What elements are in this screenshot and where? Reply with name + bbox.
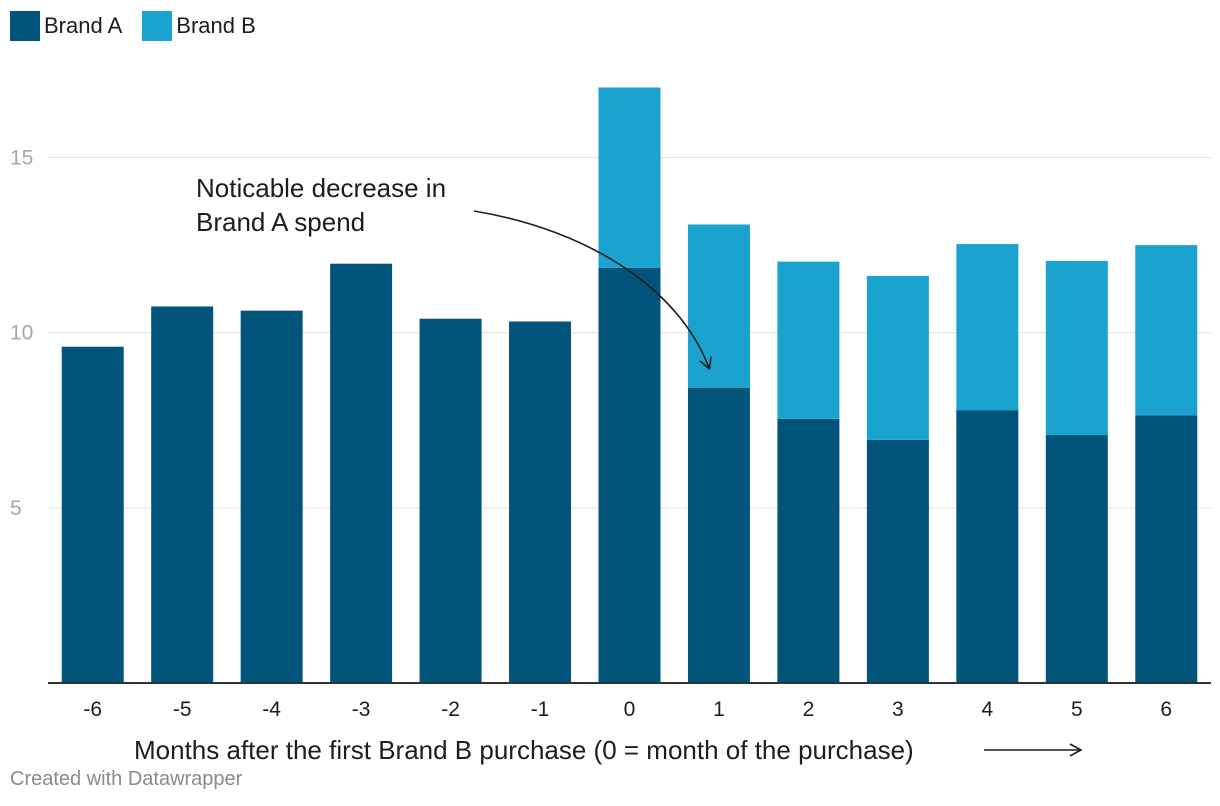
x-tick-label: 5 <box>1071 698 1083 721</box>
x-axis-label: Months after the first Brand B purchase … <box>134 735 914 765</box>
x-tick-label: 1 <box>713 698 725 721</box>
legend-swatch-brand-a <box>10 11 40 41</box>
legend-swatch-brand-b <box>142 11 173 41</box>
x-tick-label: -2 <box>441 698 460 721</box>
x-tick-label: 2 <box>803 698 815 721</box>
bar-brand-a-2 <box>777 418 840 683</box>
x-tick-label: 0 <box>624 698 636 721</box>
bar-brand-b-1 <box>687 224 750 388</box>
legend: Brand A Brand B <box>10 11 276 41</box>
x-tick-label: -5 <box>173 698 192 721</box>
x-tick-label: -4 <box>262 698 281 721</box>
x-tick-label: 4 <box>982 698 994 721</box>
bar-brand-a--5 <box>151 306 214 683</box>
bar-brand-a-0 <box>598 267 661 683</box>
x-tick-label: 6 <box>1160 698 1172 721</box>
bar-brand-b-0 <box>598 87 661 268</box>
legend-label-brand-b: Brand B <box>176 13 256 38</box>
bar-brand-a-5 <box>1045 434 1108 683</box>
bar-brand-b-4 <box>956 244 1019 411</box>
y-tick-label: 5 <box>10 497 22 520</box>
x-axis-ticks: -6 -5 -4 -3 -2 -1 0 1 2 3 4 5 6 <box>83 698 1172 721</box>
bar-brand-a-1 <box>687 387 750 683</box>
bar-brand-a--6 <box>61 346 124 683</box>
bar-brand-a-3 <box>866 439 929 683</box>
legend-item-brand-b[interactable]: Brand B <box>142 11 256 41</box>
bar-brand-a-6 <box>1135 415 1198 683</box>
bar-brand-b-5 <box>1045 260 1108 435</box>
bars <box>61 87 1198 683</box>
credit-text: Created with Datawrapper <box>10 768 243 790</box>
x-tick-label: -6 <box>83 698 102 721</box>
annotation-arrow <box>473 210 712 371</box>
annotation-line-2: Brand A spend <box>196 207 365 237</box>
y-axis-ticks: 5 10 15 <box>10 147 33 520</box>
legend-item-brand-a[interactable]: Brand A <box>10 11 122 41</box>
y-tick-label: 15 <box>10 147 33 170</box>
bar-brand-b-3 <box>866 275 929 440</box>
bar-brand-b-2 <box>777 261 840 419</box>
x-tick-label: -1 <box>531 698 550 721</box>
bar-brand-a--2 <box>419 318 482 683</box>
bar-brand-a--1 <box>509 321 572 683</box>
bar-brand-a-4 <box>956 410 1019 683</box>
bar-brand-b-6 <box>1135 245 1198 416</box>
bar-brand-a--4 <box>240 310 303 683</box>
annotation-line-1: Noticable decrease in <box>196 173 446 203</box>
x-tick-label: -3 <box>352 698 371 721</box>
y-tick-label: 10 <box>10 322 33 345</box>
legend-label-brand-a: Brand A <box>44 13 123 38</box>
x-tick-label: 3 <box>892 698 904 721</box>
bar-brand-a--3 <box>330 263 393 683</box>
